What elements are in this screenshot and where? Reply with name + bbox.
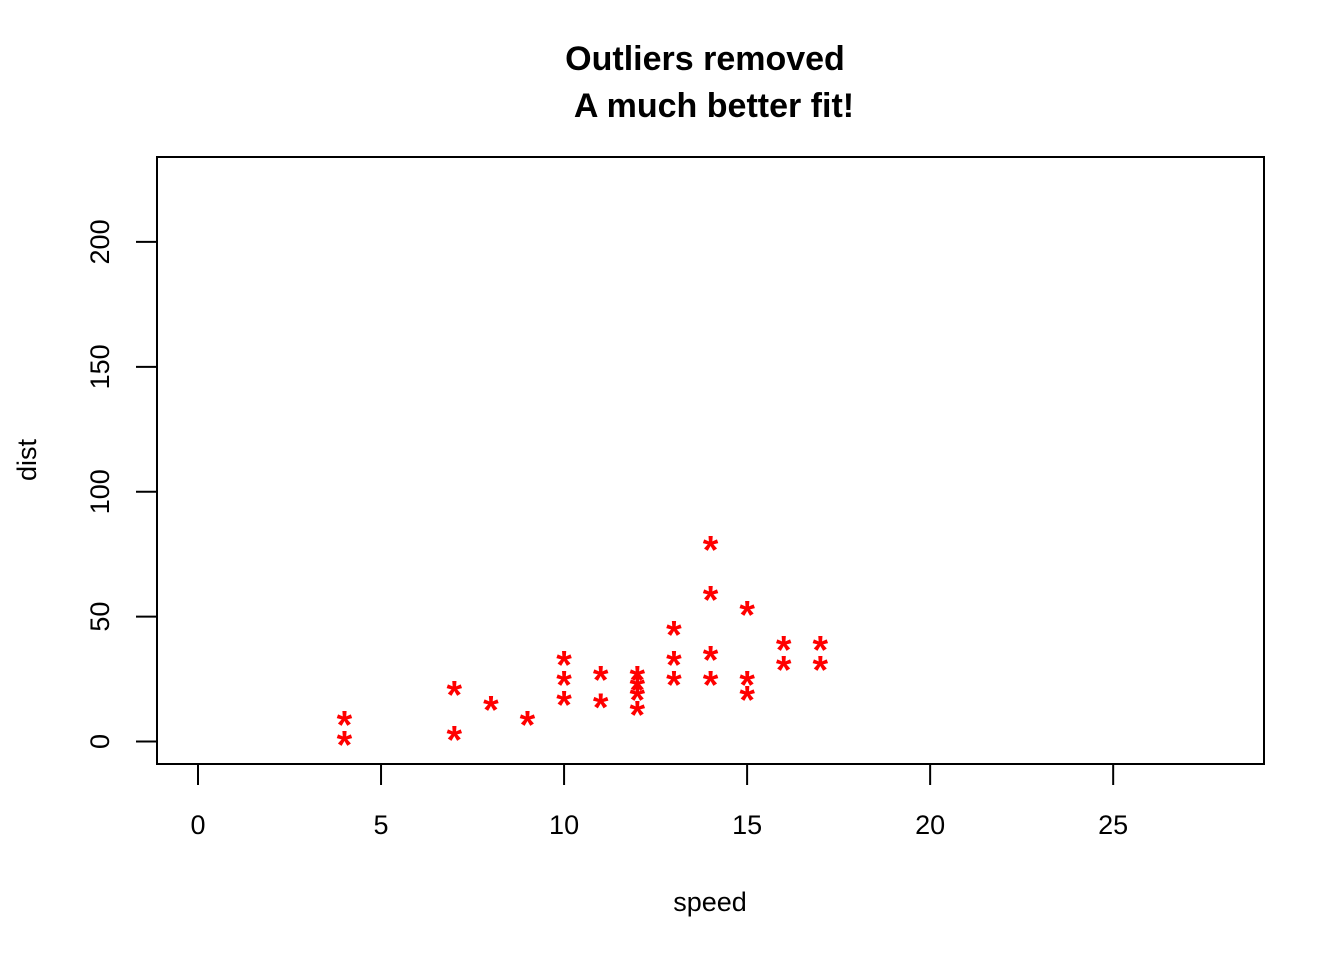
data-point: * bbox=[446, 719, 462, 763]
y-tick-label: 150 bbox=[85, 344, 115, 389]
data-point: * bbox=[556, 644, 572, 688]
y-tick-label: 50 bbox=[85, 602, 115, 632]
data-point: * bbox=[666, 644, 682, 688]
data-point: * bbox=[446, 674, 462, 718]
data-point: * bbox=[739, 664, 755, 708]
data-point: * bbox=[813, 629, 829, 673]
data-point: * bbox=[703, 639, 719, 683]
chart-title-line-1: Outliers removed bbox=[565, 40, 845, 78]
data-point: * bbox=[556, 664, 572, 708]
data-point: * bbox=[629, 679, 645, 723]
data-point: * bbox=[629, 669, 645, 713]
data-point: * bbox=[593, 686, 609, 730]
x-tick-label: 5 bbox=[374, 810, 389, 840]
data-point: * bbox=[593, 659, 609, 703]
x-tick-label: 15 bbox=[732, 810, 762, 840]
data-point: * bbox=[483, 689, 499, 733]
data-point: * bbox=[337, 704, 353, 748]
y-axis-label: dist bbox=[12, 439, 42, 482]
data-point: * bbox=[739, 679, 755, 723]
data-point: * bbox=[703, 579, 719, 623]
y-tick-label: 0 bbox=[85, 734, 115, 749]
data-points: ** ** * * ********* ************ ** bbox=[337, 529, 829, 768]
data-point: * bbox=[629, 694, 645, 738]
data-point: * bbox=[703, 529, 719, 573]
data-point: * bbox=[813, 649, 829, 693]
data-point: * bbox=[703, 664, 719, 708]
data-point: * bbox=[629, 659, 645, 703]
data-point: * bbox=[337, 724, 353, 768]
chart-title-line-2: A much better fit! bbox=[574, 87, 854, 125]
x-axis-label: speed bbox=[673, 887, 747, 917]
data-point: * bbox=[556, 684, 572, 728]
data-point: * bbox=[739, 594, 755, 638]
data-point: * bbox=[666, 664, 682, 708]
data-point: * bbox=[776, 629, 792, 673]
y-tick-label: 100 bbox=[85, 469, 115, 514]
data-point: * bbox=[666, 614, 682, 658]
y-tick-label: 200 bbox=[85, 219, 115, 264]
data-point: * bbox=[520, 704, 536, 748]
x-tick-label: 25 bbox=[1098, 810, 1128, 840]
x-tick-label: 20 bbox=[915, 810, 945, 840]
y-axis: 0 50 100 150 200 bbox=[85, 219, 158, 749]
x-axis: 0 5 10 15 20 25 bbox=[190, 763, 1128, 840]
x-tick-label: 10 bbox=[549, 810, 579, 840]
data-point: * bbox=[776, 649, 792, 693]
x-tick-label: 0 bbox=[190, 810, 205, 840]
